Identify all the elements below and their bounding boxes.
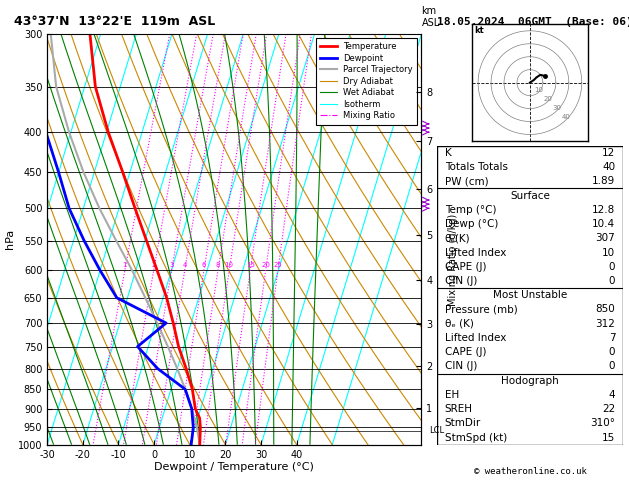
Text: CAPE (J): CAPE (J) (445, 262, 486, 272)
Text: 310°: 310° (590, 418, 615, 428)
Text: 0: 0 (609, 276, 615, 286)
Text: Hodograph: Hodograph (501, 376, 559, 386)
X-axis label: Dewpoint / Temperature (°C): Dewpoint / Temperature (°C) (154, 462, 314, 472)
Text: 3: 3 (169, 262, 174, 268)
Text: CIN (J): CIN (J) (445, 362, 477, 371)
Text: PW (cm): PW (cm) (445, 176, 488, 187)
Text: 4: 4 (182, 262, 187, 268)
Text: CAPE (J): CAPE (J) (445, 347, 486, 357)
Text: θₑ (K): θₑ (K) (445, 319, 474, 329)
Text: 307: 307 (596, 233, 615, 243)
Text: Temp (°C): Temp (°C) (445, 205, 496, 215)
Text: 20: 20 (543, 96, 552, 102)
Text: 7: 7 (609, 333, 615, 343)
Text: 312: 312 (596, 319, 615, 329)
Text: EH: EH (445, 390, 459, 400)
Text: 30: 30 (553, 105, 562, 111)
Text: 18.05.2024  06GMT  (Base: 06): 18.05.2024 06GMT (Base: 06) (437, 17, 629, 28)
Text: 12: 12 (602, 148, 615, 158)
Text: 43°37'N  13°22'E  119m  ASL: 43°37'N 13°22'E 119m ASL (14, 15, 215, 28)
Text: km
ASL: km ASL (421, 6, 440, 28)
Text: LCL: LCL (429, 426, 444, 435)
Text: CIN (J): CIN (J) (445, 276, 477, 286)
Text: StmDir: StmDir (445, 418, 481, 428)
Text: 4: 4 (609, 390, 615, 400)
Text: © weatheronline.co.uk: © weatheronline.co.uk (474, 467, 587, 476)
Text: 2: 2 (152, 262, 156, 268)
Text: 25: 25 (274, 262, 282, 268)
Text: 40: 40 (602, 162, 615, 172)
Text: Mixing Ratio (g/kg): Mixing Ratio (g/kg) (448, 214, 459, 306)
Text: Totals Totals: Totals Totals (445, 162, 508, 172)
Text: 15: 15 (246, 262, 255, 268)
Text: 10: 10 (225, 262, 234, 268)
Text: 850: 850 (596, 304, 615, 314)
Text: 10: 10 (602, 247, 615, 258)
Text: θₑ(K): θₑ(K) (445, 233, 470, 243)
Text: 10: 10 (535, 87, 543, 93)
Text: 8: 8 (216, 262, 220, 268)
Text: Surface: Surface (510, 191, 550, 201)
Text: SREH: SREH (445, 404, 472, 414)
Text: kt: kt (474, 26, 484, 35)
Text: 1.89: 1.89 (592, 176, 615, 187)
Text: 15: 15 (602, 433, 615, 443)
Text: Lifted Index: Lifted Index (445, 333, 506, 343)
Text: 20: 20 (261, 262, 270, 268)
Text: K: K (445, 148, 452, 158)
Text: 40: 40 (562, 114, 571, 120)
Text: 10.4: 10.4 (592, 219, 615, 229)
Text: 0: 0 (609, 262, 615, 272)
Text: 12.8: 12.8 (592, 205, 615, 215)
Text: 22: 22 (602, 404, 615, 414)
Text: Lifted Index: Lifted Index (445, 247, 506, 258)
Text: 6: 6 (202, 262, 206, 268)
Text: StmSpd (kt): StmSpd (kt) (445, 433, 507, 443)
Text: 0: 0 (609, 347, 615, 357)
Text: Dewp (°C): Dewp (°C) (445, 219, 498, 229)
Legend: Temperature, Dewpoint, Parcel Trajectory, Dry Adiabat, Wet Adiabat, Isotherm, Mi: Temperature, Dewpoint, Parcel Trajectory… (316, 38, 417, 124)
Text: 1: 1 (123, 262, 127, 268)
Text: Pressure (mb): Pressure (mb) (445, 304, 517, 314)
Text: 0: 0 (609, 362, 615, 371)
Y-axis label: hPa: hPa (5, 229, 15, 249)
Text: Most Unstable: Most Unstable (493, 290, 567, 300)
